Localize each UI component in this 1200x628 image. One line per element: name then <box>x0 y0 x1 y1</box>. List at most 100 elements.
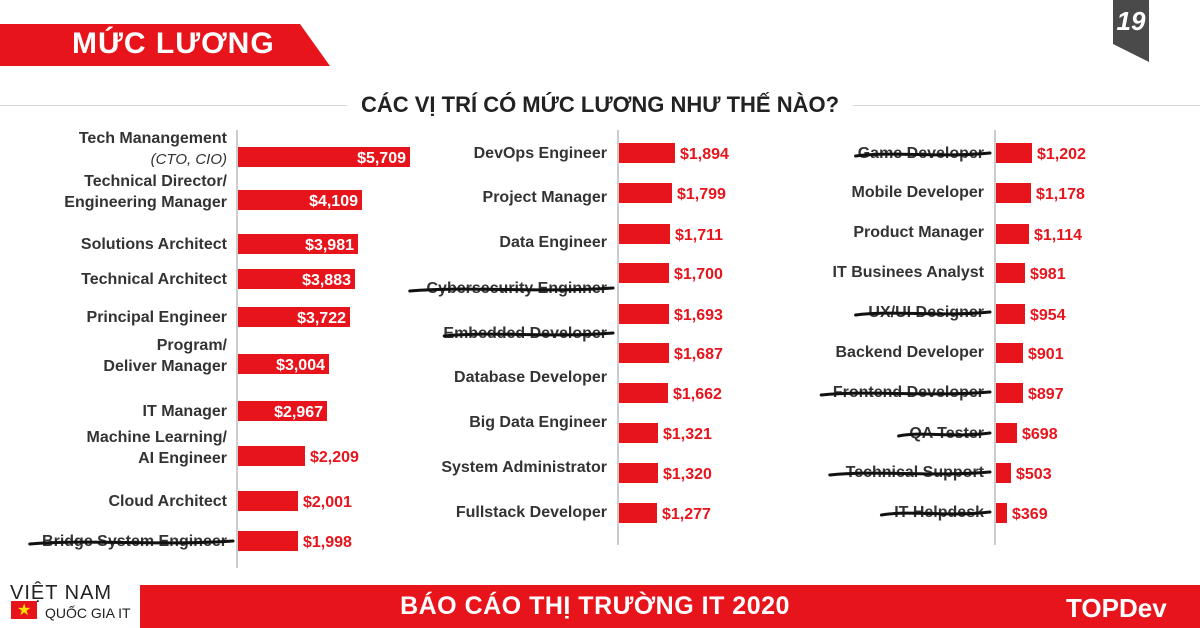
strikethrough-mark <box>897 431 992 438</box>
logo-subtitle: QUỐC GIA IT <box>45 605 131 621</box>
chart-title-wrap: CÁC VỊ TRÍ CÓ MỨC LƯƠNG NHƯ THẾ NÀO? <box>0 92 1200 118</box>
category-label: Data Engineer <box>499 234 607 251</box>
value-label: $981 <box>1030 266 1066 283</box>
category-label: DevOps Engineer <box>474 145 607 162</box>
category-label: System Administrator <box>441 459 607 476</box>
value-label: $1,114 <box>1034 227 1082 244</box>
bar <box>996 304 1025 324</box>
bar <box>238 446 305 466</box>
value-label: $954 <box>1030 307 1066 324</box>
category-label: (CTO, CIO) <box>151 151 227 168</box>
value-label: $897 <box>1028 386 1064 403</box>
logo-vietnam: VIỆT NAM <box>10 582 113 604</box>
bar <box>238 531 298 551</box>
footer-title: BÁO CÁO THỊ TRƯỜNG IT 2020 <box>400 592 790 620</box>
bar <box>619 143 675 163</box>
bar <box>238 307 350 327</box>
bar <box>619 383 668 403</box>
bar <box>238 354 329 374</box>
bar <box>619 224 670 244</box>
chart-title: CÁC VỊ TRÍ CÓ MỨC LƯƠNG NHƯ THẾ NÀO? <box>346 92 854 117</box>
category-label: Database Developer <box>454 369 607 386</box>
value-label: $1,693 <box>674 307 723 324</box>
category-label: Backend Developer <box>835 344 984 361</box>
category-label: Solutions Architect <box>81 236 228 253</box>
bar <box>619 263 669 283</box>
value-label: $1,277 <box>662 506 711 523</box>
category-label: Engineering Manager <box>64 194 227 211</box>
category-label: Big Data Engineer <box>469 414 607 431</box>
bar <box>238 147 410 167</box>
bar <box>238 269 355 289</box>
strikethrough-mark <box>28 539 235 546</box>
topdev-logo: TOPDev <box>1066 593 1167 623</box>
bar <box>996 503 1007 523</box>
bar <box>619 503 657 523</box>
bar <box>238 190 362 210</box>
value-label: $1,799 <box>677 186 726 203</box>
value-label: $3,722 <box>297 310 346 327</box>
value-label: $2,209 <box>310 449 359 466</box>
category-label: Technical Architect <box>81 271 227 288</box>
value-label: $1,687 <box>674 346 723 363</box>
page-badge <box>1113 0 1149 62</box>
category-label: Technical Director/ <box>84 173 227 190</box>
bar <box>996 183 1031 203</box>
value-label: $1,700 <box>674 266 723 283</box>
value-label: $3,883 <box>302 272 351 289</box>
vietnam-flag-icon: ★ <box>11 601 37 619</box>
bar <box>238 401 327 421</box>
value-label: $2,967 <box>274 404 323 421</box>
category-label: Project Manager <box>483 189 607 206</box>
value-label: $901 <box>1028 346 1064 363</box>
value-label: $369 <box>1012 506 1048 523</box>
strikethrough-mark <box>854 310 992 317</box>
value-label: $1,178 <box>1036 186 1085 203</box>
value-label: $1,320 <box>663 466 712 483</box>
bar <box>996 224 1029 244</box>
category-label: Principal Engineer <box>87 309 227 326</box>
category-label: AI Engineer <box>138 450 227 467</box>
value-label: $1,894 <box>680 146 729 163</box>
strikethrough-mark <box>819 390 992 397</box>
category-label: Fullstack Developer <box>456 504 607 521</box>
salary-chart: $5,709 Tech Manangement (CTO, CIO) $4,109 Te… <box>28 130 1086 568</box>
bar <box>996 463 1011 483</box>
value-label: $1,321 <box>663 426 712 443</box>
value-label: $698 <box>1022 426 1058 443</box>
value-label: $1,711 <box>675 227 723 244</box>
value-label: $5,709 <box>357 150 406 167</box>
strikethrough-mark <box>408 286 615 293</box>
category-label: Machine Learning/ <box>87 429 228 446</box>
category-label: IT Manager <box>143 403 227 420</box>
bar <box>619 343 669 363</box>
bar <box>619 304 669 324</box>
value-label: $1,662 <box>673 386 722 403</box>
category-label: Cloud Architect <box>108 493 227 510</box>
strikethrough-mark <box>854 151 992 158</box>
value-label: $3,981 <box>305 237 354 254</box>
bar <box>238 491 298 511</box>
header-banner <box>0 24 330 66</box>
bar <box>996 143 1032 163</box>
section-title: MỨC LƯƠNG <box>72 27 275 60</box>
bar <box>238 234 358 254</box>
bar <box>619 463 658 483</box>
bar <box>996 343 1023 363</box>
category-label: Mobile Developer <box>852 184 984 201</box>
bar <box>996 423 1017 443</box>
category-label: Product Manager <box>853 224 984 241</box>
page-number: 19 <box>1116 6 1146 36</box>
value-label: $1,998 <box>303 534 352 551</box>
value-label: $3,004 <box>276 357 325 374</box>
bar <box>619 183 672 203</box>
value-label: $1,202 <box>1037 146 1086 163</box>
bar <box>996 263 1025 283</box>
category-label: IT Businees Analyst <box>833 264 985 281</box>
category-label: Deliver Manager <box>103 358 227 375</box>
strikethrough-mark <box>442 331 615 338</box>
strikethrough-mark <box>879 510 992 517</box>
bar <box>996 383 1023 403</box>
category-label: Tech Manangement <box>79 130 228 147</box>
bar <box>619 423 658 443</box>
